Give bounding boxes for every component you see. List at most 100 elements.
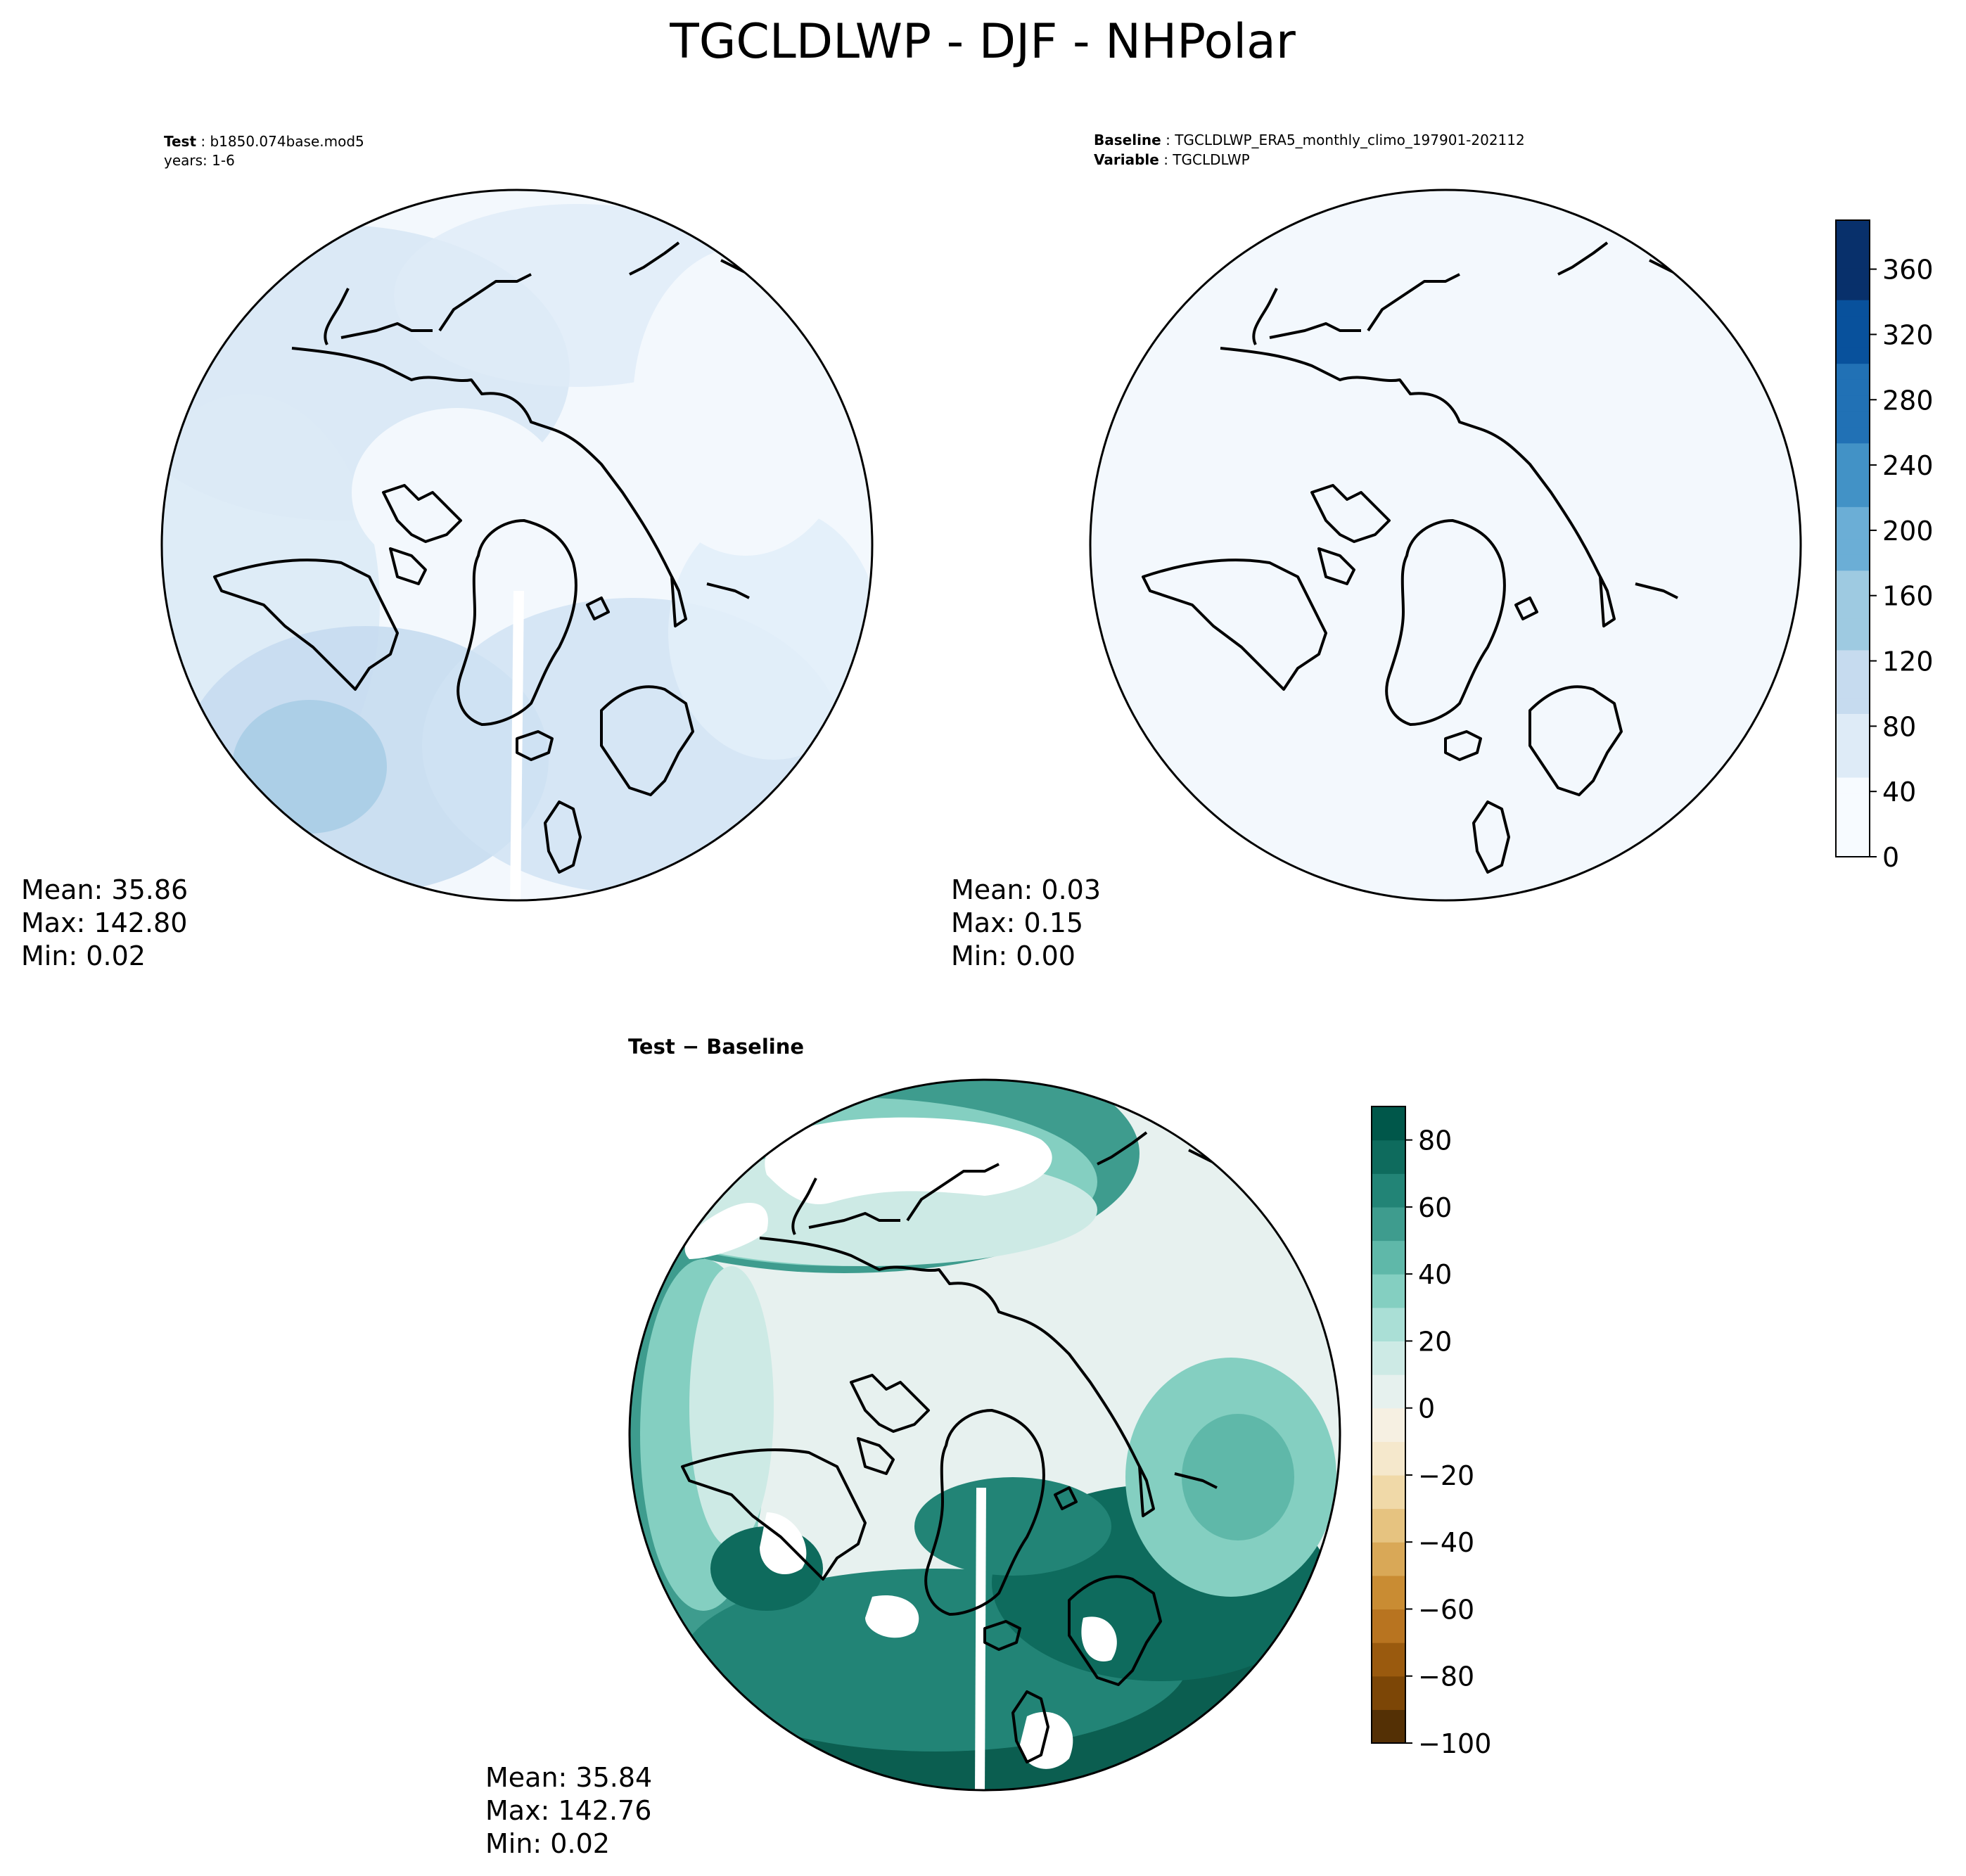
panel-test-header-line2: years: 1-6 <box>164 152 235 169</box>
colorbar-main-level <box>1836 411 1870 428</box>
colorbar-main-level <box>1836 602 1870 619</box>
colorbar-main-level <box>1836 665 1870 682</box>
colorbar-diff-tick-label: −20 <box>1418 1460 1474 1491</box>
colorbar-main-level <box>1836 490 1870 507</box>
colorbar-main-level <box>1836 220 1870 237</box>
colorbar-diff-tick-label: −100 <box>1418 1728 1491 1759</box>
panel-baseline-header-line1: Baseline : TGCLDLWP_ERA5_monthly_climo_1… <box>1094 132 1525 148</box>
colorbar-main-level <box>1836 618 1870 634</box>
colorbar-main-tick-label: 0 <box>1882 842 1899 873</box>
colorbar-diff-level <box>1372 1441 1405 1476</box>
colorbar-diff-level <box>1372 1173 1405 1208</box>
colorbar-main-tick-label: 120 <box>1882 646 1934 677</box>
colorbar-main-level <box>1836 841 1870 857</box>
colorbar-diff-tick-label: 80 <box>1418 1125 1452 1156</box>
panel-difference-max: Max: 142.76 <box>485 1795 651 1826</box>
colorbar-diff-tick-label: 60 <box>1418 1192 1452 1223</box>
colorbar-main-level <box>1836 283 1870 300</box>
colorbar-diff-level <box>1372 1709 1405 1744</box>
colorbar-main-level <box>1836 538 1870 555</box>
colorbar-main-level <box>1836 267 1870 285</box>
colorbar-main-tick-label: 280 <box>1882 385 1934 416</box>
colorbar-diff-level <box>1372 1307 1405 1342</box>
colorbar-main-level <box>1836 315 1870 332</box>
colorbar-diff-level <box>1372 1542 1405 1576</box>
colorbar-main-frame <box>1835 219 1870 857</box>
colorbar-diff-level <box>1372 1609 1405 1643</box>
colorbar-main-level <box>1836 777 1870 794</box>
colorbar-main-level <box>1836 427 1870 444</box>
colorbar-main-level <box>1836 793 1870 810</box>
colorbar-main-level <box>1836 745 1870 762</box>
colorbar-main-tick-label: 80 <box>1882 711 1916 742</box>
panel-baseline-mean: Mean: 0.03 <box>951 874 1101 905</box>
colorbar-main-level <box>1836 459 1870 476</box>
colorbar-main-level <box>1836 506 1870 523</box>
colorbar-diff-level <box>1372 1341 1405 1375</box>
colorbar-diff-tick-label: −40 <box>1418 1527 1474 1558</box>
panel-test-mean: Mean: 35.86 <box>21 874 188 905</box>
colorbar-main-level <box>1836 331 1870 348</box>
colorbar-main-level <box>1836 729 1870 746</box>
colorbar-diff-level <box>1372 1642 1405 1677</box>
colorbar-main-level <box>1836 713 1870 730</box>
colorbar-main-level <box>1836 395 1870 412</box>
colorbar-main-level <box>1836 363 1870 380</box>
colorbar-diff-level <box>1372 1274 1405 1308</box>
colorbar-diff-frame <box>1371 1106 1406 1744</box>
panel-test-max: Max: 142.80 <box>21 907 187 938</box>
colorbar-diff-level <box>1372 1106 1405 1141</box>
colorbar-main-level <box>1836 634 1870 651</box>
colorbar-main-level <box>1836 379 1870 396</box>
panel-difference-header: Test − Baseline <box>628 1035 804 1059</box>
panel-test-header-line1: Test : b1850.074base.mod5 <box>164 133 364 150</box>
panel-difference-mean: Mean: 35.84 <box>485 1762 652 1793</box>
figure-title: TGCLDLWP - DJF - NHPolar <box>669 14 1296 70</box>
colorbar-main-level <box>1836 761 1870 778</box>
panel-baseline: Baseline : TGCLDLWP_ERA5_monthly_climo_1… <box>951 132 1802 971</box>
colorbar-main-tick-label: 240 <box>1882 450 1934 481</box>
panel-test-min: Min: 0.02 <box>21 940 146 971</box>
colorbar-main-tick-label: 200 <box>1882 516 1934 547</box>
colorbar-diff: −100 −80 −60 −40 −20 0 20 40 60 80 <box>1371 1106 1491 1759</box>
colorbar-main-level <box>1836 649 1870 667</box>
colorbar-main-tick-label: 40 <box>1882 777 1916 808</box>
colorbar-diff-level <box>1372 1140 1405 1174</box>
panel-test-boundary <box>160 189 874 902</box>
panel-baseline-boundary <box>1089 189 1802 902</box>
colorbar-main-level <box>1836 554 1870 571</box>
colorbar-main-level <box>1836 252 1870 269</box>
colorbar-main-level <box>1836 682 1870 698</box>
colorbar-diff-level <box>1372 1408 1405 1442</box>
colorbar-main-level <box>1836 522 1870 540</box>
panel-test: Test : b1850.074base.mod5 years: 1-6 Mea… <box>21 133 874 971</box>
colorbar-main-level <box>1836 442 1870 459</box>
colorbar-main-level <box>1836 236 1870 253</box>
colorbar-main-level <box>1836 809 1870 826</box>
colorbar-diff-level <box>1372 1240 1405 1275</box>
panel-difference-min: Min: 0.02 <box>485 1828 610 1859</box>
colorbar-diff-level <box>1372 1374 1405 1409</box>
panel-difference: Test − Baseline <box>485 1035 1341 1859</box>
colorbar-diff-tick-label: −60 <box>1418 1594 1474 1625</box>
colorbar-main-tick-label: 160 <box>1882 581 1934 612</box>
colorbar-main: 0 40 80 120 160 200 240 280 320 360 <box>1835 219 1934 873</box>
colorbar-diff-tick-label: 40 <box>1418 1259 1452 1290</box>
colorbar-main-level <box>1836 570 1870 587</box>
colorbar-main-level <box>1836 697 1870 714</box>
panel-difference-boundary <box>628 1078 1341 1792</box>
colorbar-main-level <box>1836 300 1870 317</box>
colorbar-main-tick-label: 360 <box>1882 255 1934 286</box>
colorbar-main-level <box>1836 586 1870 603</box>
colorbar-main-level <box>1836 475 1870 492</box>
panel-baseline-min: Min: 0.00 <box>951 940 1075 971</box>
colorbar-main-tick-label: 320 <box>1882 319 1934 350</box>
colorbar-diff-tick-label: 0 <box>1418 1393 1435 1424</box>
colorbar-diff-level <box>1372 1206 1405 1242</box>
colorbar-main-level <box>1836 824 1870 841</box>
colorbar-diff-level <box>1372 1575 1405 1610</box>
panel-test-map <box>162 190 872 900</box>
colorbar-diff-level <box>1372 1508 1405 1543</box>
colorbar-diff-tick-label: −80 <box>1418 1661 1474 1692</box>
